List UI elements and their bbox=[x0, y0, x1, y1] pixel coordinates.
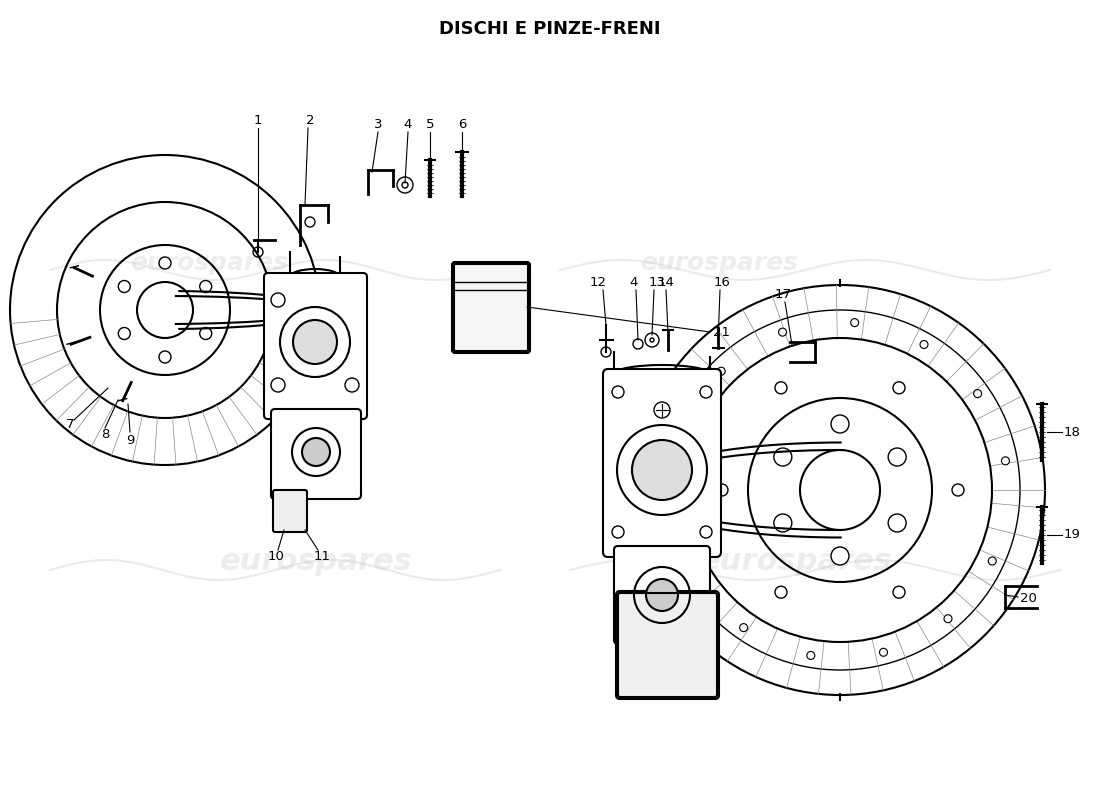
Text: 5: 5 bbox=[426, 118, 434, 130]
Circle shape bbox=[632, 440, 692, 500]
Circle shape bbox=[669, 501, 676, 509]
Text: 3: 3 bbox=[374, 118, 383, 130]
Text: eurospares: eurospares bbox=[220, 547, 412, 576]
Text: 14: 14 bbox=[658, 277, 674, 290]
Text: 1: 1 bbox=[254, 114, 262, 126]
Circle shape bbox=[806, 651, 815, 659]
Text: eurospares: eurospares bbox=[130, 251, 288, 275]
Circle shape bbox=[160, 351, 170, 363]
Text: eurospares: eurospares bbox=[700, 547, 893, 576]
Circle shape bbox=[1001, 457, 1010, 465]
Circle shape bbox=[880, 648, 888, 656]
FancyBboxPatch shape bbox=[264, 273, 367, 419]
Circle shape bbox=[717, 367, 725, 375]
Circle shape bbox=[119, 327, 130, 339]
Text: 16: 16 bbox=[714, 277, 730, 290]
Circle shape bbox=[302, 438, 330, 466]
Text: 19: 19 bbox=[1064, 529, 1080, 542]
Text: 6: 6 bbox=[458, 118, 466, 130]
Circle shape bbox=[200, 281, 211, 293]
Circle shape bbox=[646, 579, 678, 611]
Text: 20: 20 bbox=[1020, 593, 1036, 606]
Text: DISCHI E PINZE-FRENI: DISCHI E PINZE-FRENI bbox=[439, 20, 661, 38]
Circle shape bbox=[293, 320, 337, 364]
Circle shape bbox=[830, 415, 849, 433]
Text: 18: 18 bbox=[1064, 426, 1080, 438]
Text: 21: 21 bbox=[714, 326, 730, 338]
Text: 7: 7 bbox=[66, 418, 75, 431]
Circle shape bbox=[402, 182, 408, 188]
Text: 9: 9 bbox=[125, 434, 134, 446]
Circle shape bbox=[830, 547, 849, 565]
Circle shape bbox=[920, 341, 928, 349]
Circle shape bbox=[119, 281, 130, 293]
Circle shape bbox=[691, 570, 698, 578]
FancyBboxPatch shape bbox=[271, 409, 361, 499]
Text: 11: 11 bbox=[314, 550, 330, 562]
Circle shape bbox=[888, 448, 906, 466]
Circle shape bbox=[160, 257, 170, 269]
Circle shape bbox=[773, 514, 792, 532]
Circle shape bbox=[988, 557, 997, 565]
FancyBboxPatch shape bbox=[273, 490, 307, 532]
FancyBboxPatch shape bbox=[614, 546, 710, 644]
Circle shape bbox=[650, 338, 654, 342]
Text: 13: 13 bbox=[649, 277, 666, 290]
Text: eurospares: eurospares bbox=[640, 251, 799, 275]
Text: 4: 4 bbox=[630, 277, 638, 290]
Circle shape bbox=[850, 318, 859, 326]
FancyBboxPatch shape bbox=[616, 591, 719, 699]
Text: 4: 4 bbox=[404, 118, 412, 130]
Text: 8: 8 bbox=[101, 429, 109, 442]
Circle shape bbox=[739, 624, 748, 632]
Circle shape bbox=[678, 429, 686, 437]
Circle shape bbox=[974, 390, 981, 398]
Circle shape bbox=[888, 514, 906, 532]
FancyBboxPatch shape bbox=[603, 369, 720, 557]
Text: 17: 17 bbox=[774, 289, 792, 302]
Circle shape bbox=[200, 327, 211, 339]
FancyBboxPatch shape bbox=[452, 262, 530, 353]
Circle shape bbox=[944, 614, 952, 622]
Text: 12: 12 bbox=[590, 277, 606, 290]
Circle shape bbox=[779, 328, 786, 336]
Text: 10: 10 bbox=[267, 550, 285, 562]
Text: 2: 2 bbox=[306, 114, 315, 126]
Circle shape bbox=[773, 448, 792, 466]
